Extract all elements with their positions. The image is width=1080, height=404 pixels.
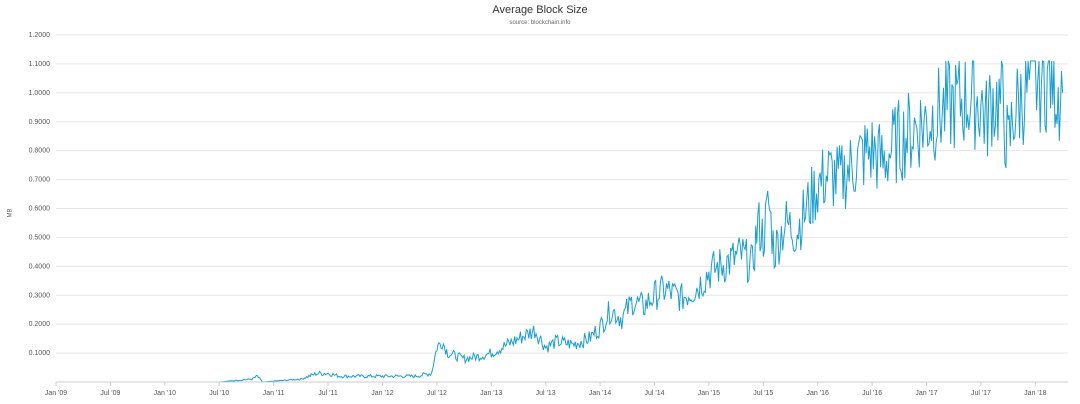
y-axis-ticks: 0.1000 0.2000 0.3000 0.4000 0.5000 0.6000 0.70… — [29, 32, 51, 357]
x-tick-label: Jan '12 — [371, 390, 393, 397]
x-tick-label: Jul '11 — [318, 390, 338, 397]
y-tick-label: 0.9000 — [29, 119, 51, 126]
x-tick-label: Jul '15 — [753, 390, 773, 397]
y-tick-label: 0.3000 — [29, 292, 51, 299]
y-tick-label: 1.2000 — [29, 32, 51, 39]
x-tick-label: Jan '16 — [807, 390, 829, 397]
x-tick-label: Jan '14 — [589, 390, 611, 397]
x-tick-label: Jul '13 — [536, 390, 556, 397]
chart-subtitle: source: blockchain.info — [509, 20, 571, 26]
x-tick-label: Jan '09 — [45, 390, 67, 397]
y-tick-label: 0.5000 — [29, 234, 51, 241]
x-axis-ticks: Jan '09 Jul '09 Jan '10 Jul '10 Jan '11 Jul '… — [45, 382, 1047, 397]
y-tick-label: 0.1000 — [29, 350, 51, 357]
y-tick-label: 0.6000 — [29, 206, 51, 213]
x-tick-label: Jan '13 — [480, 390, 502, 397]
x-tick-label: Jul '17 — [971, 390, 991, 397]
chart-title: Average Block Size — [492, 4, 588, 16]
x-tick-label: Jan '15 — [698, 390, 720, 397]
x-tick-label: Jan '11 — [263, 390, 285, 397]
y-tick-label: 1.0000 — [29, 90, 51, 97]
x-tick-label: Jan '18 — [1024, 390, 1046, 397]
x-tick-label: Jul '14 — [644, 390, 664, 397]
y-tick-label: 0.8000 — [29, 148, 51, 155]
series-line — [56, 60, 1064, 383]
y-tick-label: 1.1000 — [29, 61, 51, 68]
y-tick-label: 0.2000 — [29, 321, 51, 328]
x-tick-label: Jul '09 — [100, 390, 120, 397]
x-tick-label: Jan '10 — [154, 390, 176, 397]
x-tick-label: Jul '12 — [427, 390, 447, 397]
x-tick-label: Jan '17 — [915, 390, 937, 397]
gridlines — [56, 34, 1068, 354]
y-tick-label: 0.4000 — [29, 263, 51, 270]
y-tick-label: 0.7000 — [29, 177, 51, 184]
x-tick-label: Jul '10 — [209, 390, 229, 397]
x-tick-label: Jul '16 — [862, 390, 882, 397]
